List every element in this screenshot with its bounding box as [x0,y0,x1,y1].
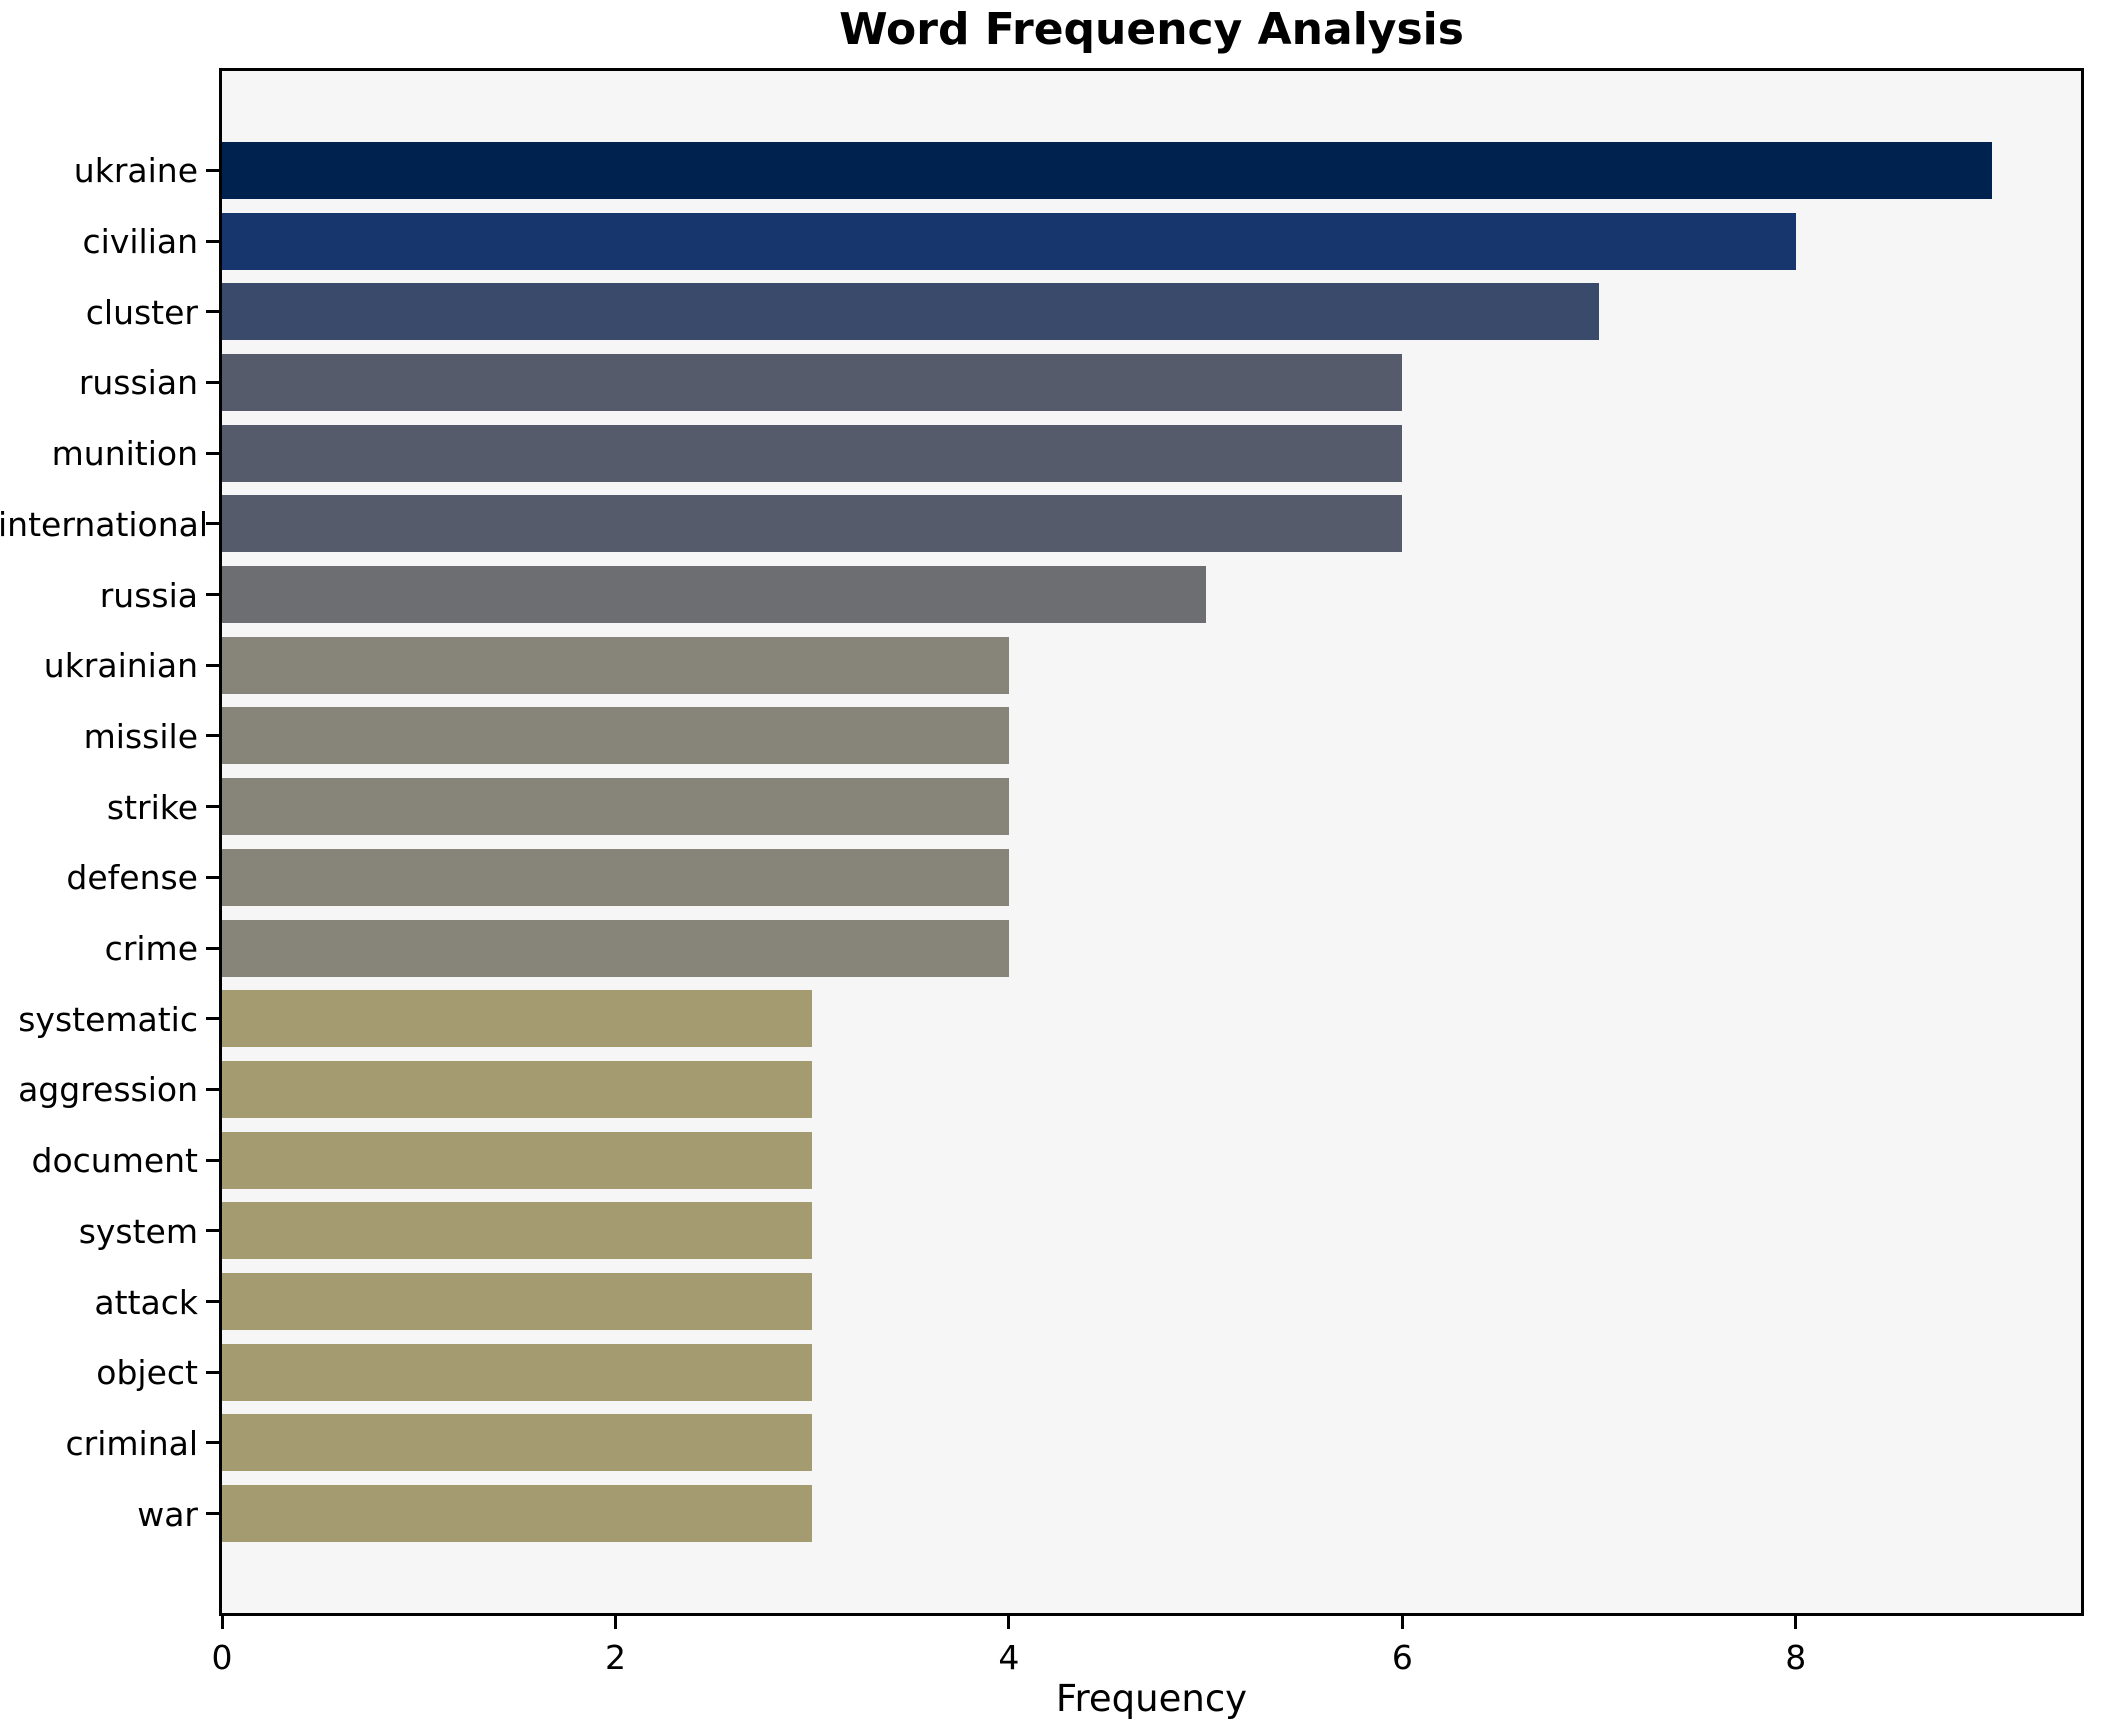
bar-munition [222,424,1403,482]
bar-system [222,1202,813,1260]
x-axis-label: Frequency [1055,1677,1248,1720]
y-tick-label-international: international [0,504,209,544]
y-tick-civilian [206,239,219,243]
y-tick-label-document: document [31,1141,199,1181]
y-tick-ukrainian [206,663,219,667]
bar-war [222,1485,813,1543]
chart-title: Word Frequency Analysis [839,4,1464,55]
bar-aggression [222,1060,813,1118]
y-tick-label-systematic: systematic [18,999,198,1039]
x-tick-2 [613,1616,617,1629]
plot-area [219,68,2084,1616]
bar-russia [222,566,1206,624]
bar-international [222,495,1403,553]
y-tick-label-aggression: aggression [18,1070,198,1110]
y-tick-object [206,1370,219,1374]
y-tick-label-system: system [78,1211,198,1251]
x-tick-4 [1007,1616,1011,1629]
y-tick-label-object: object [96,1353,198,1393]
x-tick-label-6: 6 [1391,1638,1413,1677]
bar-civilian [222,212,1796,270]
x-tick-0 [220,1616,224,1629]
y-tick-systematic [206,1017,219,1021]
bar-attack [222,1273,813,1331]
y-tick-label-cluster: cluster [85,292,198,332]
y-tick-strike [206,805,219,809]
bar-defense [222,848,1009,906]
y-tick-label-ukraine: ukraine [73,151,198,191]
x-tick-6 [1400,1616,1404,1629]
x-tick-label-4: 4 [998,1638,1020,1677]
y-tick-russia [206,593,219,597]
y-tick-aggression [206,1087,219,1091]
x-tick-8 [1794,1616,1798,1629]
bar-russian [222,353,1403,411]
bar-ukrainian [222,636,1009,694]
y-tick-crime [206,946,219,950]
y-tick-label-civilian: civilian [82,222,198,262]
y-tick-attack [206,1300,219,1304]
y-tick-missile [206,734,219,738]
bar-object [222,1343,813,1401]
y-tick-cluster [206,310,219,314]
bar-criminal [222,1414,813,1472]
bar-systematic [222,990,813,1048]
y-tick-criminal [206,1441,219,1445]
x-tick-label-8: 8 [1785,1638,1807,1677]
y-tick-system [206,1229,219,1233]
y-tick-label-munition: munition [51,434,198,474]
y-tick-label-missile: missile [83,716,198,756]
x-tick-label-0: 0 [211,1638,233,1677]
x-tick-label-2: 2 [604,1638,626,1677]
y-tick-war [206,1512,219,1516]
y-tick-label-attack: attack [94,1282,198,1322]
y-tick-document [206,1158,219,1162]
bar-missile [222,707,1009,765]
y-tick-munition [206,451,219,455]
bar-crime [222,919,1009,977]
y-tick-ukraine [206,168,219,172]
bar-strike [222,778,1009,836]
y-tick-russian [206,380,219,384]
y-tick-label-strike: strike [106,787,198,827]
y-tick-label-defense: defense [66,858,198,898]
bar-document [222,1131,813,1189]
bar-cluster [222,283,1600,341]
y-tick-label-ukrainian: ukrainian [43,646,198,686]
y-tick-international [206,522,219,526]
y-tick-label-criminal: criminal [65,1423,199,1463]
bar-ukraine [222,141,1993,199]
y-tick-label-russia: russia [99,575,198,615]
y-tick-label-crime: crime [104,929,198,969]
y-tick-label-war: war [137,1494,198,1534]
y-tick-defense [206,875,219,879]
y-tick-label-russian: russian [78,363,198,403]
